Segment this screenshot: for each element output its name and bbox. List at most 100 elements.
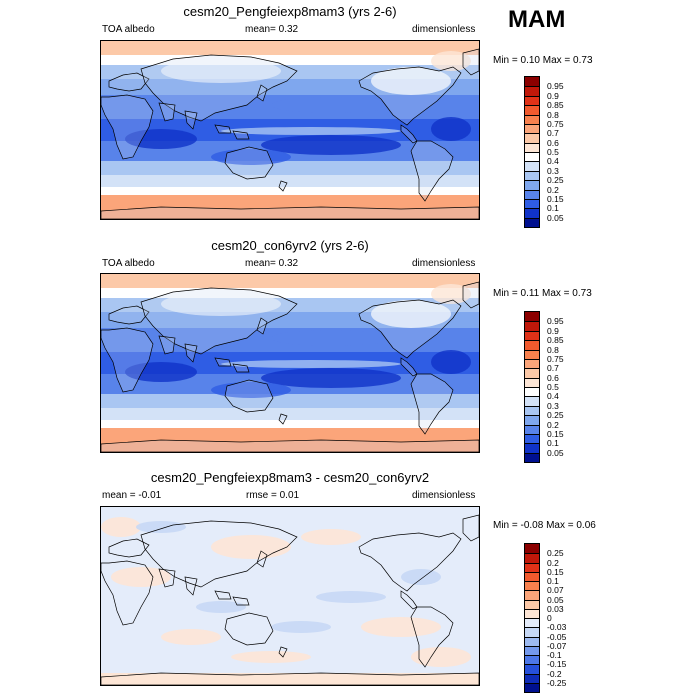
colorbar-tick-label: 0.8 [547,344,559,355]
continent-outline [278,180,288,192]
colorbar-box [525,321,539,331]
colorbar-tick-label: 0.95 [547,316,564,327]
colorbar-tick-label: 0.6 [547,137,559,148]
continent-outline [108,305,150,325]
panel-2-map [100,273,480,453]
colorbar-box [525,133,539,143]
colorbar-box [525,330,539,341]
continent-outline [400,124,418,144]
colorbar-box [525,217,539,227]
colorbar-box [525,358,539,369]
continent-outline [108,538,150,558]
colorbar-tick-label: 0.85 [547,100,564,111]
colorbar-box [525,86,539,96]
colorbar-box [525,424,539,434]
colorbar-tick-label: 0.85 [547,335,564,346]
colorbar-tick-label: 0.75 [547,118,564,129]
continent-outline [256,84,268,102]
panel-2-title: cesm20_con6yrv2 (yrs 2-6) [211,238,369,253]
panel-1-units-label: dimensionless [412,24,476,35]
colorbar-tick-label: 0.1 [547,576,559,586]
colorbar-tick-label: 0.25 [547,410,564,421]
continent-outline [108,72,150,92]
panel-1-mean-label: mean= 0.32 [245,24,299,35]
continent-outline [410,373,454,435]
colorbar-box [525,312,539,322]
continent-outline [101,327,154,393]
colorbar-box [525,599,539,609]
colorbar-box [525,673,539,683]
continent-outline [256,317,268,335]
colorbar-box [525,655,539,665]
colorbar-tick-label: 0.25 [547,548,564,559]
colorbar-box [525,553,539,563]
season-label: MAM [508,6,566,33]
colorbar-tick-label: 0.5 [547,382,559,392]
colorbar-tick-label: -0.07 [547,640,567,651]
colorbar-box [525,415,539,425]
colorbar-box [525,433,539,444]
colorbar-tick-label: 0.3 [547,400,559,411]
colorbar-box [525,664,539,674]
continent-outline [224,612,274,646]
colorbar-box [525,114,539,124]
continent-outline [462,281,479,309]
colorbar-box [525,608,539,618]
colorbar-tick-label: 0.05 [547,447,564,458]
panel-1-minmax: Min = 0.10 Max = 0.73 [493,55,593,66]
continent-outline [278,413,288,425]
colorbar-tick-label: 0.4 [547,391,559,402]
continent-outline [400,590,418,610]
colorbar-tick-label: 0.9 [547,325,559,336]
continent-outline [358,66,462,126]
colorbar-tick-label: -0.15 [547,659,567,670]
colorbar-tick-label: 0.1 [547,203,559,214]
colorbar-box [525,170,539,181]
colorbar-tick-label: 0.15 [547,566,564,577]
continent-outline [224,379,274,413]
panel-1-variable-label: TOA albedo [102,24,155,35]
colorbar-tick-label: -0.05 [547,631,567,642]
colorbar-tick-label: 0.3 [547,165,559,176]
colorbar-box [525,189,539,199]
colorbar-box [525,618,539,628]
colorbar-box [525,544,539,554]
colorbar-box [525,562,539,572]
colorbar-box [525,387,539,397]
continent-outline [101,560,154,626]
colorbar-tick-label: 0.5 [547,147,559,157]
colorbar-box [525,682,539,692]
panel-3-rmse-label: rmse = 0.01 [246,490,300,501]
continent-outline [214,357,250,373]
continent-outline [158,568,198,596]
panel-1-colorbar [524,76,540,228]
colorbar-tick-label: 0.6 [547,372,559,383]
colorbar-box [525,123,539,134]
continent-outline [158,335,198,363]
colorbar-tick-label: 0.03 [547,603,564,614]
panel-3-colorbar [524,543,540,693]
continent-outline [462,514,479,542]
colorbar-box [525,627,539,637]
colorbar-tick-label: 0.05 [547,212,564,223]
colorbar-tick-label: 0.25 [547,175,564,186]
colorbar-box [525,105,539,115]
panel-3-units-label: dimensionless [412,490,476,501]
continent-outline [101,94,154,160]
panel-3-title: cesm20_Pengfeiexp8mam3 - cesm20_con6yrv2 [150,470,430,485]
colorbar-box [525,340,539,350]
continent-outline [101,439,479,452]
panel-1-title: cesm20_Pengfeiexp8mam3 (yrs 2-6) [183,4,397,19]
colorbar-box [525,377,539,387]
colorbar-tick-label: 0.15 [547,428,564,439]
colorbar-tick-label: 0 [547,613,552,623]
continent-outline [278,646,288,658]
colorbar-tick-label: 0.2 [547,557,559,568]
continent-outline [140,54,298,122]
colorbar-box [525,590,539,600]
continent-outline [462,48,479,76]
continent-outline [256,550,268,568]
colorbar-tick-label: 0.8 [547,109,559,120]
colorbar-box [525,368,539,378]
continent-outline [358,299,462,359]
